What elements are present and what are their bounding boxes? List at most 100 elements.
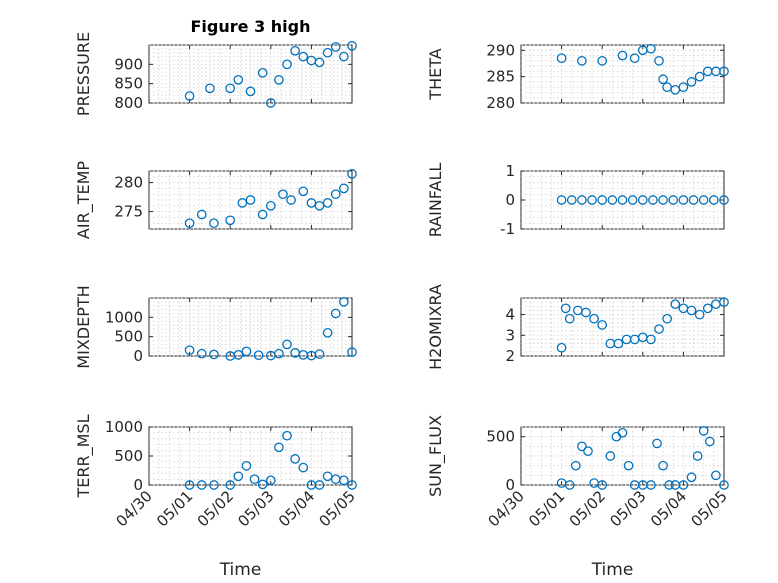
y-tick-label: 500 bbox=[486, 428, 515, 446]
x-tick-label: 05/01 bbox=[525, 487, 568, 530]
data-point bbox=[282, 339, 292, 350]
scatter-series bbox=[184, 430, 357, 490]
data-point bbox=[719, 297, 729, 307]
y-axis-label: RAINFALL bbox=[426, 163, 445, 238]
x-tick-label: 05/02 bbox=[566, 487, 609, 530]
y-tick-label: 900 bbox=[114, 55, 143, 73]
subplot-terr-msl: 05001000TERR_MSL04/3005/0105/0205/0305/0… bbox=[74, 414, 359, 580]
data-point bbox=[314, 480, 325, 490]
y-tick-label: 4 bbox=[505, 306, 515, 324]
data-point bbox=[627, 195, 638, 205]
data-point bbox=[605, 451, 616, 461]
data-point bbox=[257, 67, 268, 78]
data-point bbox=[702, 303, 713, 314]
data-point bbox=[654, 55, 664, 66]
grid bbox=[149, 170, 352, 230]
y-tick-label: 280 bbox=[486, 94, 515, 112]
x-tick-label: 05/05 bbox=[688, 487, 731, 530]
y-tick-label: 1 bbox=[505, 162, 515, 180]
data-point bbox=[209, 480, 219, 490]
scatter-series bbox=[556, 426, 729, 490]
data-point bbox=[274, 74, 284, 85]
data-point bbox=[339, 297, 349, 307]
x-tick-label: 05/04 bbox=[647, 487, 690, 530]
x-tick-label: 05/01 bbox=[153, 487, 196, 530]
data-point bbox=[257, 209, 268, 220]
data-point bbox=[719, 195, 729, 205]
data-point bbox=[648, 195, 658, 205]
y-axis-label: MIXDEPTH bbox=[74, 285, 93, 368]
data-point bbox=[678, 82, 689, 93]
data-point bbox=[698, 426, 709, 436]
data-point bbox=[704, 436, 715, 447]
data-point bbox=[314, 349, 325, 359]
subplot-h2omixra: 2 3 4 H2OMIXRA bbox=[426, 284, 729, 370]
y-tick-label: 800 bbox=[114, 94, 143, 112]
data-point bbox=[339, 475, 349, 486]
data-point bbox=[670, 299, 681, 310]
data-point bbox=[686, 472, 697, 483]
x-tick-label: 05/03 bbox=[606, 487, 649, 530]
data-point bbox=[564, 480, 575, 490]
data-point bbox=[274, 442, 284, 453]
data-point bbox=[560, 303, 571, 314]
data-point bbox=[225, 215, 236, 226]
scatter-series bbox=[184, 40, 357, 108]
data-point bbox=[688, 195, 699, 205]
data-point bbox=[646, 480, 656, 490]
y-tick-label: 0 bbox=[133, 476, 143, 494]
data-point bbox=[577, 441, 587, 452]
x-tick-label: 05/05 bbox=[316, 487, 359, 530]
data-point bbox=[597, 55, 608, 66]
subplot-air-temp: 275 280 AIR_TEMP bbox=[74, 161, 357, 239]
data-point bbox=[225, 83, 236, 94]
data-point bbox=[566, 195, 577, 205]
grid bbox=[521, 426, 724, 486]
data-point bbox=[658, 195, 668, 205]
data-point bbox=[708, 195, 719, 205]
data-point bbox=[322, 47, 333, 58]
data-point bbox=[646, 334, 656, 345]
data-point bbox=[556, 195, 567, 205]
data-point bbox=[564, 313, 575, 324]
data-point bbox=[686, 305, 697, 316]
x-tick-label: 05/02 bbox=[194, 487, 237, 530]
data-point bbox=[583, 446, 593, 457]
data-point bbox=[196, 480, 207, 490]
data-point bbox=[233, 471, 244, 482]
data-point bbox=[205, 83, 215, 94]
data-point bbox=[607, 195, 618, 205]
y-tick-label: 850 bbox=[114, 75, 143, 93]
x-axis-label: Time bbox=[591, 560, 634, 580]
data-point bbox=[694, 71, 705, 82]
y-tick-label: 1000 bbox=[105, 308, 143, 326]
data-point bbox=[245, 86, 256, 97]
data-point bbox=[196, 209, 207, 220]
data-point bbox=[597, 480, 608, 490]
data-point bbox=[274, 348, 284, 359]
grid bbox=[149, 44, 352, 104]
data-point bbox=[347, 347, 357, 357]
data-point bbox=[322, 471, 333, 482]
data-point bbox=[698, 195, 709, 205]
data-point bbox=[556, 53, 567, 64]
data-point bbox=[237, 198, 248, 208]
data-point bbox=[322, 198, 333, 208]
data-point bbox=[678, 480, 689, 490]
y-tick-label: 0 bbox=[505, 191, 515, 209]
data-point bbox=[589, 313, 599, 324]
data-point bbox=[298, 51, 309, 62]
data-point bbox=[556, 342, 567, 353]
data-point bbox=[694, 309, 705, 320]
data-point bbox=[617, 195, 628, 205]
data-point bbox=[196, 348, 207, 359]
data-point bbox=[646, 43, 656, 54]
data-point bbox=[306, 198, 317, 208]
data-point bbox=[597, 320, 608, 330]
data-point bbox=[233, 349, 244, 360]
y-tick-label: 0 bbox=[505, 476, 515, 494]
data-point bbox=[290, 45, 301, 56]
data-point bbox=[711, 470, 721, 481]
